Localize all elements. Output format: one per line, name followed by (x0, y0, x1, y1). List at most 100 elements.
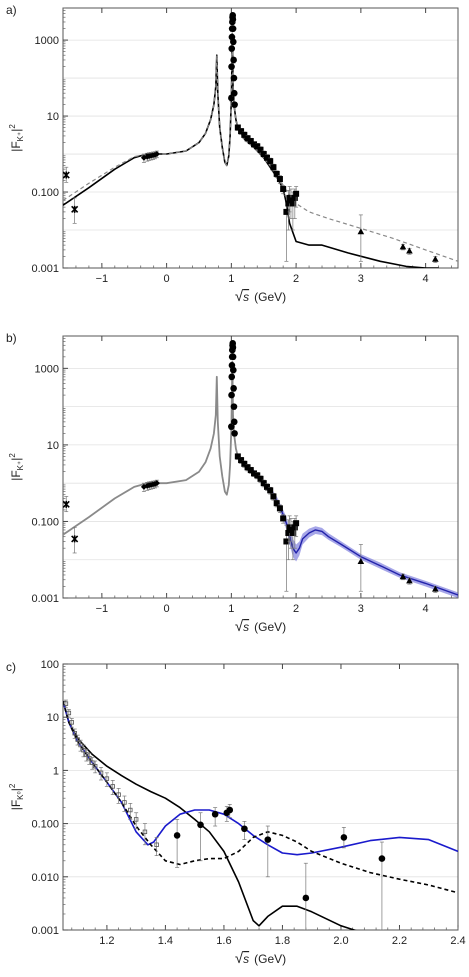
marker-open-square (81, 747, 86, 753)
panel-label: c) (6, 660, 16, 674)
data-point (230, 403, 238, 410)
panel-3: 1.2 1.4 1.6 1.8 2.0 2.2 2.4 0.001 0.010 0.100 1 10 1… (6, 659, 466, 967)
data-point (399, 243, 407, 251)
x-tick-label: −1 (96, 273, 109, 285)
data-point (81, 744, 86, 758)
marker-circle (230, 403, 238, 410)
plot-area (63, 11, 458, 268)
marker-open-square (87, 755, 92, 761)
marker-circle (231, 101, 238, 108)
x-tick-label: 4 (423, 273, 429, 285)
y-tick-label: 10 (47, 712, 59, 724)
marker-square (257, 146, 264, 153)
marker-diamond (153, 151, 160, 158)
x-axis-label: √s (GeV) (235, 288, 286, 305)
y-axis-label: |FK⁺|2 (8, 453, 25, 481)
data-point (229, 344, 237, 351)
y-tick-label: 0.100 (31, 516, 59, 528)
x-tick-label: 4 (423, 603, 429, 615)
data-point (90, 757, 95, 770)
marker-square (238, 457, 245, 464)
series-line-2 (63, 700, 458, 856)
marker-circle (230, 385, 237, 392)
y-tick-label: 0.001 (31, 263, 59, 275)
marker-square (260, 151, 267, 158)
marker-square (257, 475, 264, 482)
series-line-1 (63, 32, 439, 268)
y-tick-label: 10 (47, 440, 59, 452)
data-point (226, 804, 234, 818)
data-point (267, 486, 274, 495)
data-point (230, 74, 238, 82)
marker-square (234, 124, 241, 131)
marker-circle (228, 391, 235, 399)
plot-frame (62, 663, 459, 931)
marker-circle (229, 16, 237, 23)
plot-area (63, 699, 458, 930)
data-point (153, 150, 160, 159)
marker-square (276, 176, 283, 183)
marker-circle (230, 74, 238, 82)
marker-square (287, 526, 294, 533)
panel-2: −1 0 1 2 3 4 0.001 0.100 10 1000 b) √s (GeV) |FK⁺|2 (6, 331, 459, 635)
data-point (230, 56, 237, 64)
x-axis-label: √s (GeV) (235, 618, 286, 635)
data-point (133, 812, 139, 830)
marker-square (244, 135, 251, 142)
x-tick-label: 2.2 (392, 935, 407, 947)
data-point (270, 493, 277, 501)
y-tick-label: 1 (53, 765, 59, 777)
marker-square (283, 538, 290, 545)
y-tick-label: 0.010 (31, 872, 59, 884)
marker-circle (228, 45, 236, 52)
data-point (110, 780, 115, 796)
data-point (63, 699, 69, 709)
data-point (340, 827, 348, 849)
marker-square (251, 141, 258, 148)
marker-square (267, 158, 274, 165)
data-point (406, 247, 413, 255)
data-point (260, 479, 267, 488)
plot-frame (62, 335, 459, 599)
marker-square (289, 529, 296, 536)
y-tick-label: 10 (47, 111, 59, 123)
data-point (231, 430, 238, 437)
data-point (399, 573, 407, 581)
data-point (153, 479, 160, 488)
marker-square (293, 520, 300, 527)
marker-square (267, 487, 274, 494)
data-point (230, 418, 238, 426)
data-point (228, 391, 235, 399)
x-tick-label: 2 (293, 273, 299, 285)
marker-triangle (406, 247, 413, 254)
panel-1: −1 0 1 2 3 4 0.001 0.100 10 1000 a) √s (GeV) |FK⁺|2 (6, 3, 459, 305)
data-point (104, 772, 110, 787)
y-axis-label: |FK⁰|2 (8, 783, 25, 810)
data-point (280, 514, 287, 524)
marker-circle (228, 373, 236, 381)
plot-area (63, 340, 458, 598)
marker-open-square (90, 760, 95, 765)
marker-square (293, 190, 300, 197)
data-point (276, 175, 283, 184)
marker-square (254, 143, 261, 150)
series-line-1 (63, 360, 239, 536)
data-point (229, 25, 237, 32)
y-tick-label: 1000 (35, 35, 59, 47)
series-band (237, 454, 458, 598)
marker-circle (229, 344, 237, 351)
data-point (293, 186, 300, 208)
marker-square (263, 154, 270, 161)
data-point (173, 819, 181, 868)
data-point (122, 795, 127, 812)
marker-circle (230, 89, 238, 97)
x-tick-label: 1.4 (158, 935, 173, 947)
data-point (84, 748, 89, 762)
marker-circle (378, 855, 386, 862)
marker-open-square (84, 752, 89, 757)
plot-frame (62, 7, 459, 269)
marker-circle (226, 806, 234, 814)
data-point (302, 862, 310, 930)
x-tick-label: 1 (228, 273, 234, 285)
data-point (432, 585, 439, 593)
